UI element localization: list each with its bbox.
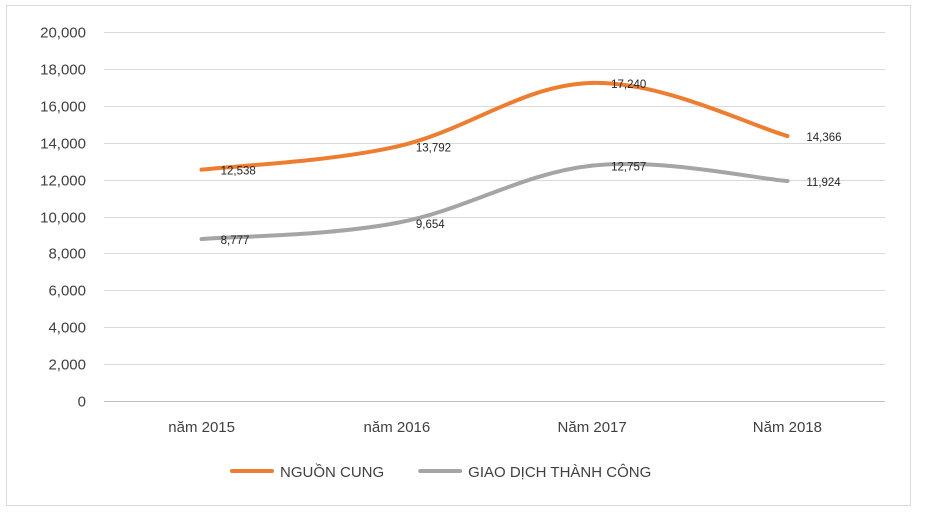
legend-label: GIAO DỊCH THÀNH CÔNG — [468, 464, 651, 481]
x-tick-label: Năm 2018 — [753, 419, 822, 436]
y-tick-label: 18,000 — [40, 62, 86, 79]
data-point — [785, 179, 790, 184]
data-point — [199, 237, 204, 242]
data-label: 14,366 — [806, 132, 841, 144]
y-tick-label: 2,000 — [48, 357, 86, 374]
y-tick-label: 0 — [78, 394, 86, 411]
legend: NGUỒN CUNG GIAO DỊCH THÀNH CÔNG — [230, 463, 651, 481]
data-label: 11,924 — [806, 177, 841, 189]
series-line-1 — [199, 161, 790, 242]
x-axis: năm 2015 năm 2016 Năm 2017 Năm 2018 — [168, 419, 822, 436]
data-labels: 12,538 13,792 17,240 14,366 8,777 9,654 12,757… — [221, 79, 842, 247]
y-axis: 0 2,000 4,000 6,000 8,000 10,000 12,000 14,000 1… — [40, 25, 86, 411]
data-point — [785, 133, 790, 138]
data-label: 13,792 — [416, 143, 451, 155]
data-label: 8,777 — [221, 235, 250, 247]
y-tick-label: 10,000 — [40, 210, 86, 227]
data-point — [394, 144, 399, 149]
y-tick-label: 6,000 — [48, 283, 86, 300]
data-point — [590, 163, 595, 168]
y-tick-label: 16,000 — [40, 99, 86, 116]
x-tick-label: năm 2016 — [364, 419, 431, 436]
y-tick-label: 12,000 — [40, 173, 86, 190]
y-tick-label: 14,000 — [40, 136, 86, 153]
series-lines — [199, 80, 790, 242]
data-point — [590, 80, 595, 85]
data-label: 17,240 — [611, 79, 646, 91]
chart-frame — [6, 5, 911, 506]
x-tick-label: Năm 2017 — [558, 419, 627, 436]
data-label: 12,757 — [611, 162, 646, 174]
data-point — [199, 167, 204, 172]
x-tick-label: năm 2015 — [168, 419, 235, 436]
legend-label: NGUỒN CUNG — [280, 463, 384, 481]
data-label: 12,538 — [221, 166, 256, 178]
y-tick-label: 20,000 — [40, 25, 86, 42]
y-tick-label: 8,000 — [48, 246, 86, 263]
gridlines — [104, 32, 885, 402]
y-tick-label: 4,000 — [48, 320, 86, 337]
series-line-0 — [199, 80, 790, 172]
data-point — [394, 220, 399, 225]
data-label: 9,654 — [416, 219, 445, 231]
